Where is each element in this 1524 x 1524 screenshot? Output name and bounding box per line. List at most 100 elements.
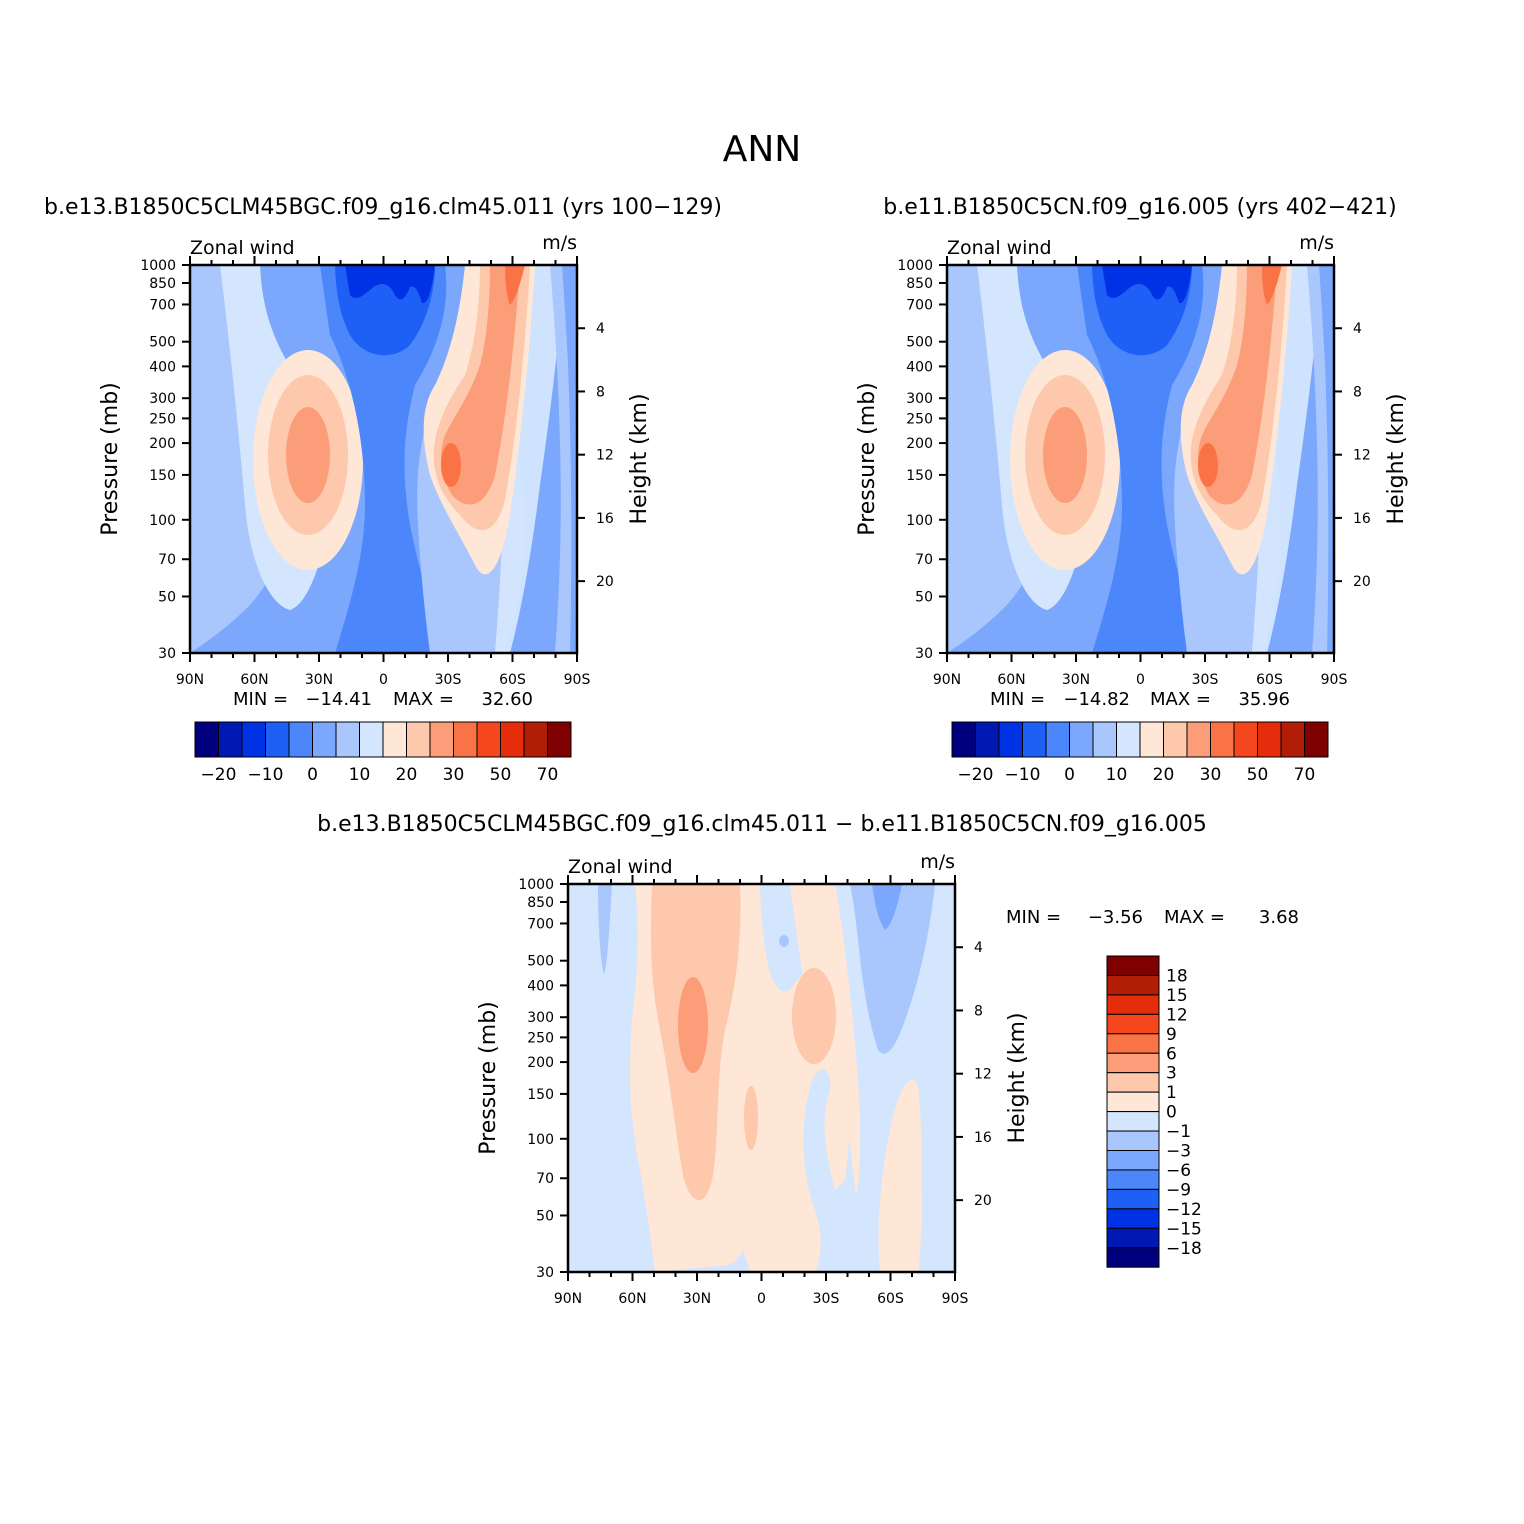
lat-tick-label: 90N	[933, 672, 961, 688]
panel-3: b.e13.B1850C5CLM45BGC.f09_g16.clm45.011 …	[317, 812, 1299, 1307]
colorbar-box	[1106, 1227, 1160, 1249]
colorbar-box	[1092, 721, 1117, 758]
colorbar-box	[241, 721, 266, 758]
colorbar-label: 0	[1064, 765, 1075, 785]
colorbar-box	[1186, 721, 1211, 758]
colorbar-box	[1233, 721, 1258, 758]
panel-3-yrlabel: Height (km)	[1005, 1012, 1030, 1143]
colorbar-label: 18	[1166, 966, 1188, 986]
panel-1-ylabel: Pressure (mb)	[98, 382, 123, 536]
colorbar-box	[1280, 721, 1305, 758]
pressure-tick-label: 700	[906, 297, 933, 313]
panel-3-field: Zonal wind	[568, 856, 673, 878]
colorbar-box	[1106, 1150, 1160, 1171]
colorbar-box	[359, 721, 384, 758]
height-tick-label: 20	[1353, 574, 1371, 590]
pressure-tick-label: 700	[149, 297, 176, 313]
pressure-tick-label: 700	[527, 916, 554, 932]
lat-tick-label: 90S	[564, 672, 591, 688]
panel-3-pressure-axis: 30 50 70 100 150 200 250 300 400 500 700 850 1000	[518, 877, 568, 1281]
colorbar-label: 20	[396, 765, 418, 785]
colorbar-label: 1	[1166, 1083, 1177, 1103]
pressure-tick-label: 70	[536, 1171, 554, 1187]
colorbar-label: 15	[1166, 986, 1188, 1006]
colorbar-box	[1106, 1072, 1160, 1093]
panel-1-pressure-axis: 30 50 70 100 150 200 250 300 400 500 700 850 1000	[140, 258, 190, 662]
lat-tick-label: 0	[379, 672, 388, 688]
pressure-tick-label: 500	[906, 335, 933, 351]
colorbar-label: −20	[201, 765, 237, 785]
height-tick-label: 16	[596, 511, 614, 527]
colorbar-box	[1106, 994, 1160, 1015]
pressure-tick-label: 30	[158, 646, 176, 662]
panel-2-colorbar: −20 −10 0 10 20 30 50 70	[951, 721, 1329, 785]
panel-1-yrlabel: Height (km)	[627, 393, 652, 524]
pressure-tick-label: 50	[915, 589, 933, 605]
panel-1-max-label: MAX =	[393, 689, 454, 710]
colorbar-label: −1	[1166, 1122, 1191, 1142]
colorbar-label: −10	[248, 765, 284, 785]
panel-2-title: b.e11.B1850C5CN.f09_g16.005 (yrs 402−421…	[883, 195, 1397, 220]
lat-tick-label: 30N	[683, 1291, 711, 1307]
panel-1-colorbar: −20 −10 0 10 20 30 50 70	[194, 721, 572, 785]
colorbar-label: −12	[1166, 1200, 1202, 1220]
lat-tick-label: 90S	[1321, 672, 1348, 688]
colorbar-box	[429, 721, 454, 758]
lat-tick-label: 30N	[305, 672, 333, 688]
pressure-tick-label: 50	[158, 589, 176, 605]
pressure-tick-label: 850	[149, 276, 176, 292]
colorbar-label: 30	[443, 765, 465, 785]
pressure-tick-label: 400	[906, 359, 933, 375]
height-tick-label: 16	[1353, 511, 1371, 527]
colorbar-label: 10	[349, 765, 371, 785]
pressure-tick-label: 200	[906, 436, 933, 452]
colorbar-label: 50	[490, 765, 512, 785]
panel-3-title: b.e13.B1850C5CLM45BGC.f09_g16.clm45.011 …	[317, 812, 1207, 837]
colorbar-box	[951, 721, 976, 758]
lat-tick-label: 90N	[176, 672, 204, 688]
pressure-tick-label: 100	[149, 513, 176, 529]
colorbar-box	[406, 721, 431, 758]
colorbar-label: −3	[1166, 1142, 1191, 1162]
height-tick-label: 4	[974, 940, 983, 956]
colorbar-label: −9	[1166, 1180, 1191, 1200]
colorbar-label: −15	[1166, 1219, 1202, 1239]
pressure-tick-label: 150	[527, 1087, 554, 1103]
colorbar-box	[975, 721, 1000, 758]
colorbar-box	[1045, 721, 1070, 758]
panel-3-max-label: MAX =	[1164, 907, 1225, 928]
colorbar-box	[194, 721, 219, 758]
lat-tick-label: 30S	[435, 672, 462, 688]
pressure-tick-label: 250	[906, 411, 933, 427]
height-tick-label: 8	[1353, 384, 1362, 400]
panel-1-height-axis: 20 16 12 8 4	[577, 321, 614, 590]
panel-3-min-label: MIN =	[1006, 907, 1061, 928]
pressure-tick-label: 70	[158, 552, 176, 568]
panel-1-max-value: 32.60	[481, 689, 533, 710]
pressure-tick-label: 400	[527, 978, 554, 994]
panel-1-lat-axis: 90N 60N 30N 0 30S 60S 90S	[176, 256, 591, 688]
lat-tick-label: 30N	[1062, 672, 1090, 688]
colorbar-box	[1106, 1033, 1160, 1054]
colorbar-box	[312, 721, 337, 758]
pressure-tick-label: 150	[149, 468, 176, 484]
panel-3-units: m/s	[920, 851, 955, 873]
panel-1-units: m/s	[542, 232, 577, 254]
colorbar-box	[500, 721, 525, 758]
panel-2-ylabel: Pressure (mb)	[855, 382, 880, 536]
pressure-tick-label: 200	[149, 436, 176, 452]
height-tick-label: 20	[596, 574, 614, 590]
lat-tick-label: 30S	[1192, 672, 1219, 688]
panel-2-contour	[947, 265, 1334, 653]
pressure-tick-label: 250	[149, 411, 176, 427]
colorbar-box	[1257, 721, 1282, 758]
colorbar-label: 10	[1106, 765, 1128, 785]
pressure-tick-label: 100	[527, 1132, 554, 1148]
colorbar-label: −20	[958, 765, 994, 785]
height-tick-label: 12	[596, 448, 614, 464]
pressure-tick-label: 400	[149, 359, 176, 375]
colorbar-label: 0	[307, 765, 318, 785]
colorbar-label: 50	[1247, 765, 1269, 785]
pressure-tick-label: 30	[915, 646, 933, 662]
